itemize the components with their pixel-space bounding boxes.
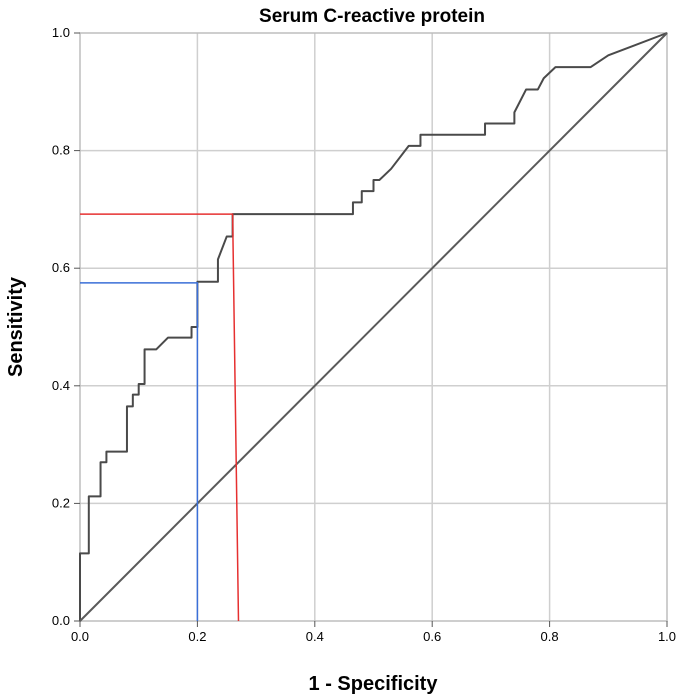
- x-tick-label: 0.2: [188, 629, 206, 644]
- y-tick-label: 0.4: [52, 378, 70, 393]
- x-tick-label: 0.6: [423, 629, 441, 644]
- reference-lines-layer: [80, 213, 240, 622]
- plot-area-frame: [79, 32, 668, 622]
- grid: [80, 33, 667, 621]
- y-tick-label: 0.0: [52, 613, 70, 628]
- x-tick-label: 1.0: [658, 629, 676, 644]
- diagonal-reference-line: [79, 32, 668, 622]
- x-tick-label: 0.4: [306, 629, 324, 644]
- y-tick-label: 0.8: [52, 143, 70, 158]
- x-axis-ticks: 0.0 0.2 0.4 0.6 0.8 1.0: [71, 621, 676, 644]
- x-axis-label: 1 - Specificity: [309, 673, 439, 695]
- roc-curve-line: [79, 32, 668, 621]
- y-tick-label: 0.6: [52, 260, 70, 275]
- series-layer: [79, 32, 668, 622]
- y-tick-label: 1.0: [52, 25, 70, 40]
- y-tick-label: 0.2: [52, 495, 70, 510]
- y-axis-ticks: 0.0 0.2 0.4 0.6 0.8 1.0: [52, 25, 80, 628]
- x-tick-label: 0.0: [71, 629, 89, 644]
- chart-title: Serum C-reactive protein: [259, 6, 485, 27]
- y-axis-label: Sensitivity: [5, 276, 27, 377]
- x-tick-label: 0.8: [541, 629, 559, 644]
- red-cutoff-line: [80, 213, 240, 622]
- blue-cutoff-line: [80, 282, 199, 621]
